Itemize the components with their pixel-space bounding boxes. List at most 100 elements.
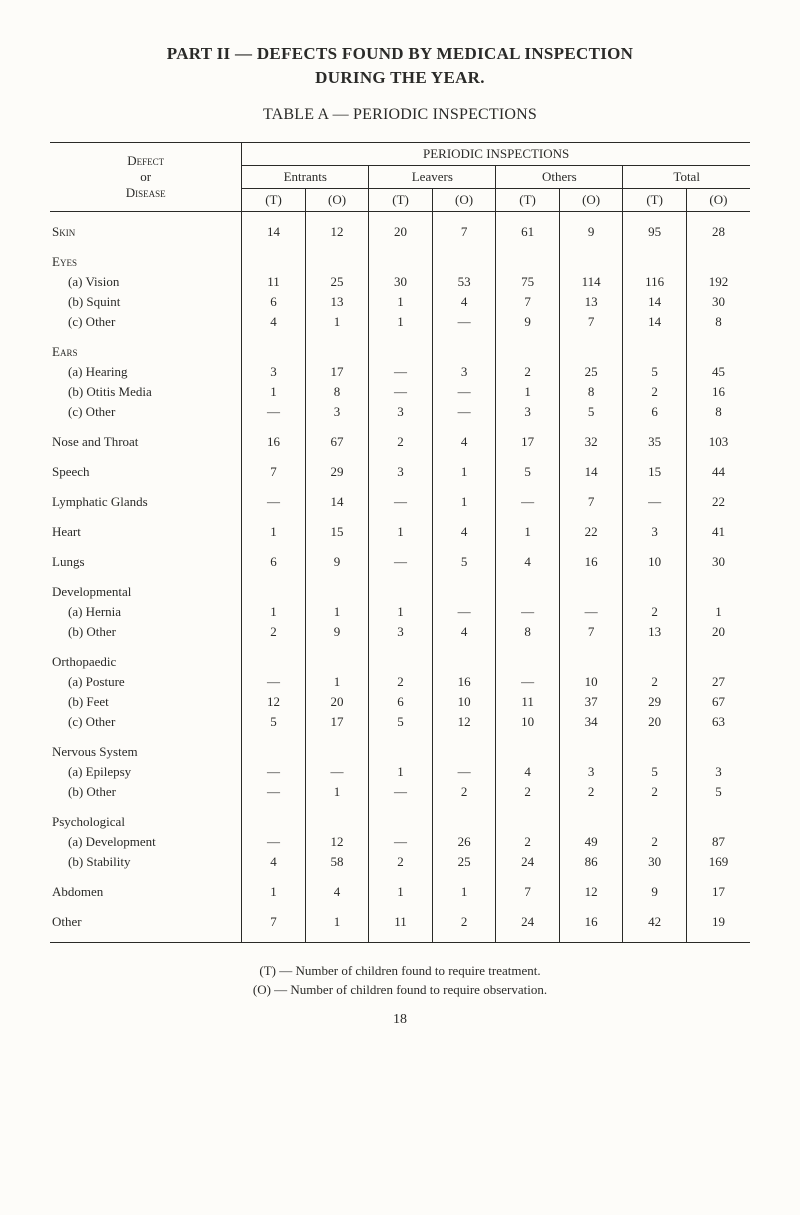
cell: 1 [242, 882, 306, 902]
cell: 10 [559, 672, 623, 692]
cell: 45 [686, 362, 750, 382]
cell: 20 [305, 692, 369, 712]
cell: 17 [305, 362, 369, 382]
cell: 2 [623, 782, 687, 802]
legend-o: (O) — Number of children found to requir… [50, 980, 750, 1000]
table-row [50, 482, 750, 492]
cell: 25 [305, 272, 369, 292]
row-label: (a) Epilepsy [50, 762, 242, 782]
cell: 7 [559, 622, 623, 642]
table-row [50, 542, 750, 552]
row-label: Heart [50, 522, 242, 542]
col-leavers-t: (T) [369, 189, 433, 212]
cell: 7 [559, 312, 623, 332]
cell: 11 [369, 912, 433, 932]
cell [559, 252, 623, 272]
row-label: (a) Development [50, 832, 242, 852]
cell: 2 [623, 672, 687, 692]
table-row: Psychological [50, 812, 750, 832]
row-label: Nose and Throat [50, 432, 242, 452]
cell: 28 [686, 222, 750, 242]
cell: 32 [559, 432, 623, 452]
cell: 114 [559, 272, 623, 292]
cell: 14 [623, 312, 687, 332]
table-row: Nose and Throat166724173235103 [50, 432, 750, 452]
cell [369, 742, 433, 762]
cell: 34 [559, 712, 623, 732]
cell: 3 [305, 402, 369, 422]
cell: 5 [623, 362, 687, 382]
col-others-o: (O) [559, 189, 623, 212]
cell: 29 [623, 692, 687, 712]
cell [559, 582, 623, 602]
row-label: Lymphatic Glands [50, 492, 242, 512]
cell: 3 [432, 362, 496, 382]
cell: 6 [623, 402, 687, 422]
cell: 1 [432, 492, 496, 512]
cell: 4 [305, 882, 369, 902]
cell: — [432, 402, 496, 422]
cell: 12 [432, 712, 496, 732]
table-row: Other7111224164219 [50, 912, 750, 932]
cell: — [369, 492, 433, 512]
legend-t: (T) — Number of children found to requir… [50, 961, 750, 981]
table-body: Skin14122076199528Eyes(a) Vision11253053… [50, 212, 750, 942]
cell: 13 [623, 622, 687, 642]
row-label: (a) Hearing [50, 362, 242, 382]
cell: 5 [242, 712, 306, 732]
cell: 4 [432, 292, 496, 312]
cell [242, 812, 306, 832]
cell: 2 [623, 602, 687, 622]
cell: 7 [496, 292, 560, 312]
cell: 1 [305, 782, 369, 802]
cell: 6 [369, 692, 433, 712]
cell: 19 [686, 912, 750, 932]
cell: — [432, 762, 496, 782]
cell: 6 [242, 552, 306, 572]
cell [369, 342, 433, 362]
row-label: (b) Stability [50, 852, 242, 872]
row-label: (b) Other [50, 782, 242, 802]
col-total: Total [623, 166, 750, 189]
cell [496, 342, 560, 362]
row-label: Speech [50, 462, 242, 482]
cell: 8 [496, 622, 560, 642]
part-subtitle: DURING THE YEAR. [50, 68, 750, 88]
defect-line3: Disease [126, 185, 166, 200]
cell: 13 [559, 292, 623, 312]
cell [623, 582, 687, 602]
cell [432, 812, 496, 832]
cell: 9 [559, 222, 623, 242]
cell: 4 [496, 762, 560, 782]
cell: 63 [686, 712, 750, 732]
cell [623, 652, 687, 672]
cell: 35 [623, 432, 687, 452]
cell: — [496, 672, 560, 692]
cell: 16 [559, 552, 623, 572]
cell: 8 [559, 382, 623, 402]
table-row: Nervous System [50, 742, 750, 762]
cell: 1 [369, 292, 433, 312]
table-row [50, 932, 750, 942]
cell: 4 [242, 852, 306, 872]
col-total-t: (T) [623, 189, 687, 212]
cell: 9 [305, 552, 369, 572]
cell: 75 [496, 272, 560, 292]
cell [432, 652, 496, 672]
row-label: Other [50, 912, 242, 932]
cell: 3 [242, 362, 306, 382]
cell: 1 [369, 602, 433, 622]
cell: 9 [623, 882, 687, 902]
row-label: Eyes [50, 252, 242, 272]
cell: 6 [242, 292, 306, 312]
row-label: Developmental [50, 582, 242, 602]
table-row: Skin14122076199528 [50, 222, 750, 242]
cell: 8 [686, 402, 750, 422]
cell: 1 [496, 522, 560, 542]
cell [559, 652, 623, 672]
cell: 2 [623, 832, 687, 852]
cell: 30 [369, 272, 433, 292]
row-label: Psychological [50, 812, 242, 832]
cell: 2 [369, 672, 433, 692]
cell: — [559, 602, 623, 622]
